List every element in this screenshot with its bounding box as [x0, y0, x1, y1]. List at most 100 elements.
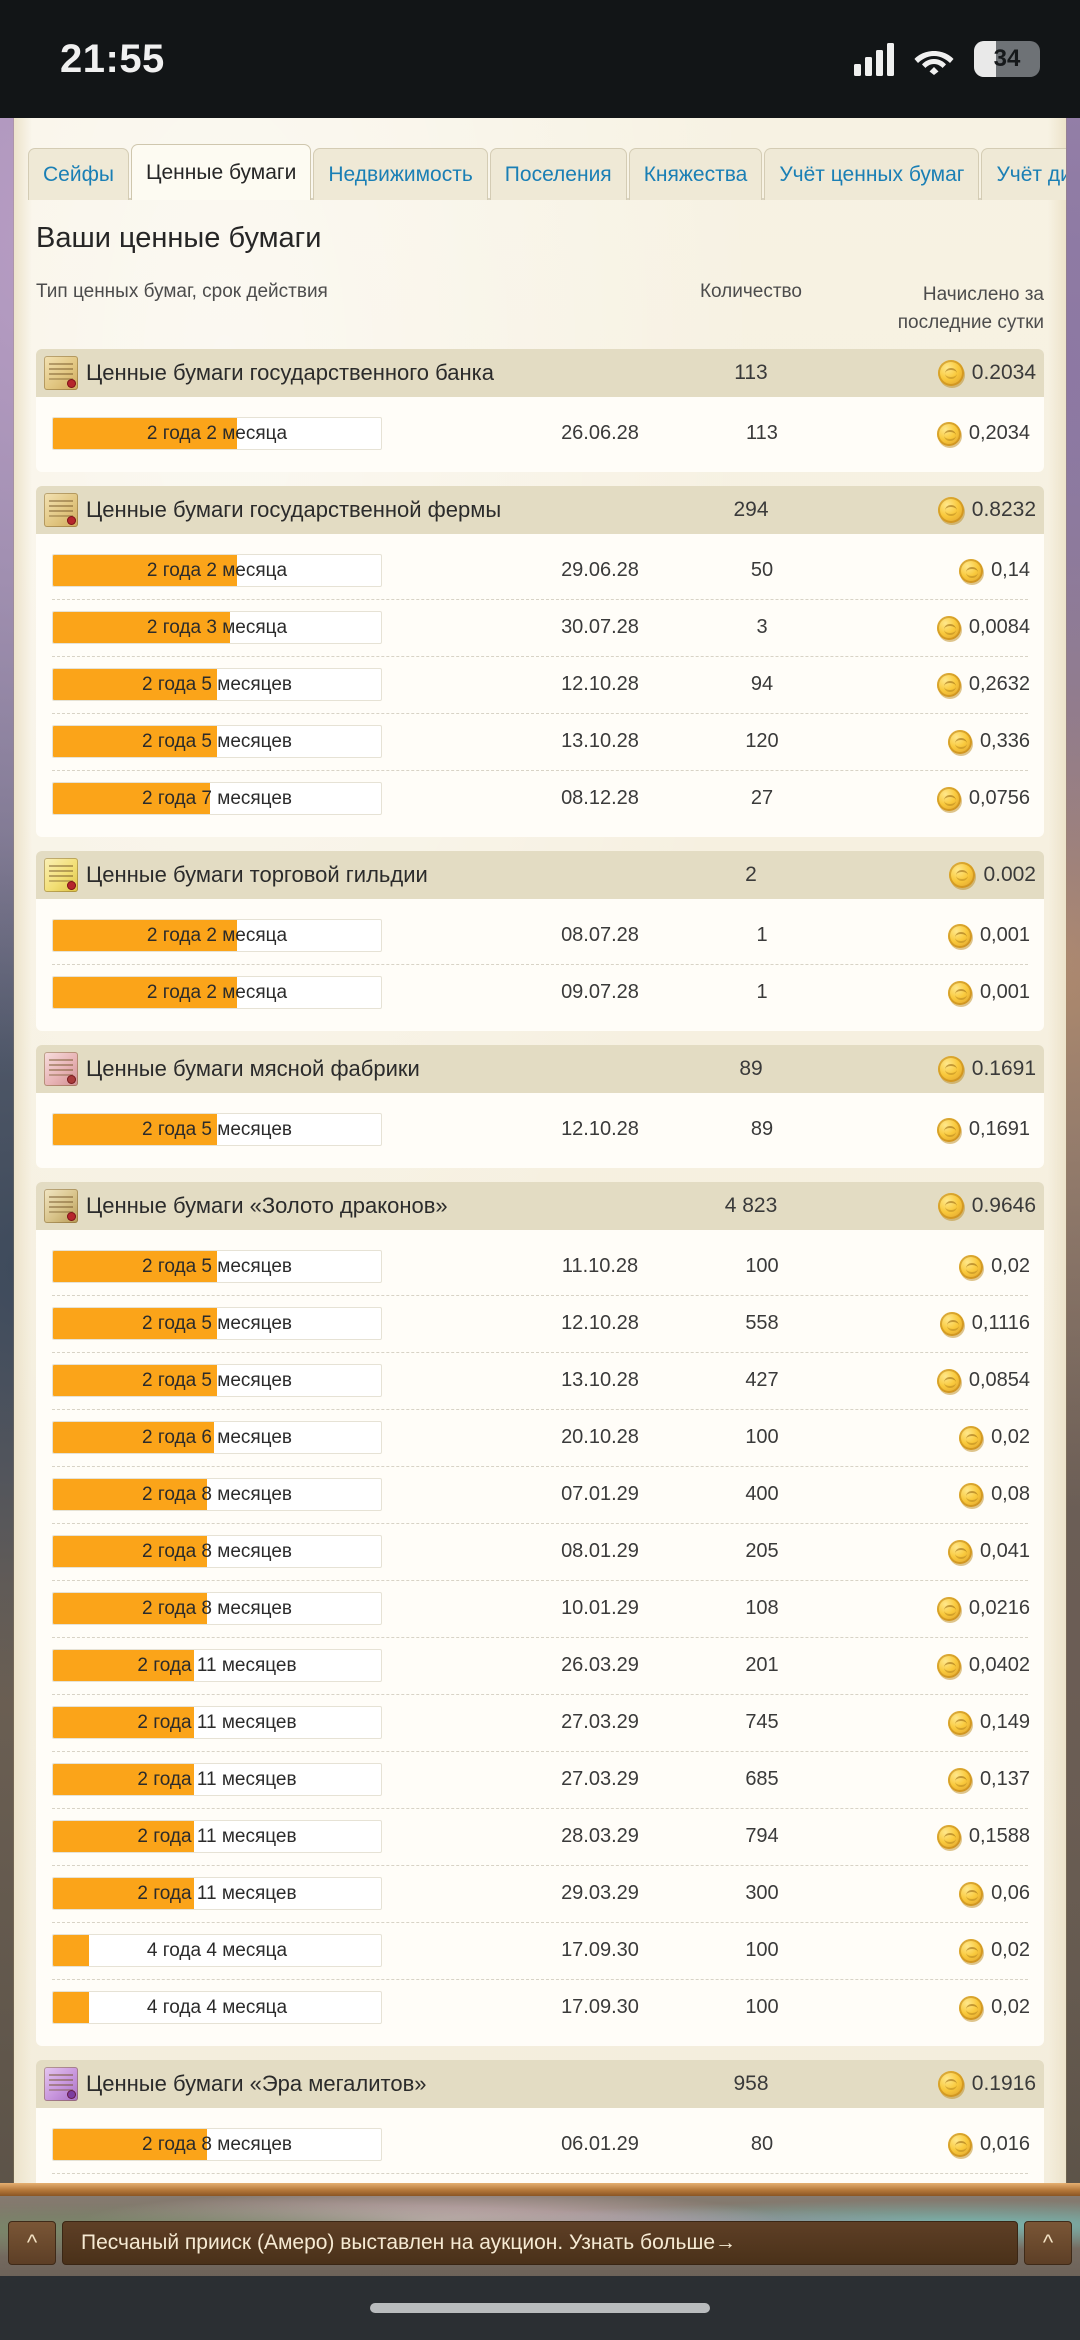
table-row[interactable]: 2 года 2 месяца 09.07.28 1 0,001 — [36, 964, 1044, 1021]
row-quantity: 50 — [750, 559, 774, 581]
term-progress-fill — [53, 920, 237, 951]
group-title: Ценные бумаги мясной фабрики — [86, 1056, 420, 1081]
row-date: 29.03.29 — [561, 1882, 639, 1904]
row-accrued-value: 0,149 — [979, 1711, 1030, 1733]
row-date: 29.06.28 — [561, 559, 639, 581]
table-row[interactable]: 2 года 5 месяцев 12.10.28 558 0,1116 — [36, 1295, 1044, 1352]
table-row[interactable]: 2 года 8 месяцев 10.01.29 108 0,0216 — [36, 1580, 1044, 1637]
table-row[interactable]: 2 года 5 месяцев 12.10.28 94 0,2632 — [36, 656, 1044, 713]
row-accrued-value: 0,001 — [979, 981, 1030, 1003]
table-row[interactable]: 2 года 8 месяцев 08.01.29 205 0,041 — [36, 1523, 1044, 1580]
term-progress-fill — [53, 1479, 208, 1510]
ticker-collapse-right-button[interactable]: ^ — [1024, 2221, 1072, 2265]
row-quantity: 558 — [745, 1312, 779, 1334]
coin-icon — [937, 497, 964, 523]
term-label: 2 года 8 месяцев — [141, 1597, 293, 1619]
term-label: 2 года 8 месяцев — [141, 1540, 293, 1562]
term-label: 2 года 8 месяцев — [141, 2133, 293, 2155]
group-header[interactable]: Ценные бумаги «Эра мегалитов» 958 0.1916 — [36, 2060, 1044, 2108]
table-row[interactable]: 2 года 5 месяцев 13.10.28 120 0,336 — [36, 713, 1044, 770]
page-content: Сейфы Ценные бумаги Недвижимость Поселения К… — [14, 118, 1066, 2183]
row-accrued: 0,1588 — [936, 1824, 1030, 1849]
coin-icon — [937, 2071, 964, 2097]
group-header[interactable]: Ценные бумаги торговой гильдии 2 0.002 — [36, 851, 1044, 899]
tab-4[interactable]: Поселения — [489, 148, 627, 200]
coin-icon — [947, 1767, 972, 1792]
scroll-bank-icon — [44, 356, 78, 390]
row-accrued: 0,02 — [959, 1254, 1030, 1279]
table-row[interactable]: 2 года 2 месяца 29.06.28 50 0,14 — [36, 542, 1044, 599]
ticker-message[interactable]: Песчаный прииск (Амеро) выставлен на аук… — [62, 2221, 1018, 2265]
table-row[interactable]: 4 года 4 месяца 17.09.30 100 0,02 — [36, 1922, 1044, 1979]
table-row[interactable]: 2 года 2 месяца 08.07.28 1 0,001 — [36, 907, 1044, 964]
table-row[interactable]: 2 года 11 месяцев 27.03.29 745 0,149 — [36, 1694, 1044, 1751]
term-progress-fill — [53, 1365, 217, 1396]
table-row[interactable]: 2 года 11 месяцев 27.03.29 685 0,137 — [36, 1751, 1044, 1808]
term-progress-bar: 2 года 5 месяцев — [52, 1250, 382, 1283]
row-accrued-value: 0,02 — [991, 1426, 1030, 1448]
coin-icon — [936, 1368, 961, 1393]
group-accrued-value: 0.2034 — [971, 361, 1036, 384]
table-row[interactable]: 2 года 8 месяцев 06.01.29 80 0,016 — [36, 2116, 1044, 2173]
group-header[interactable]: Ценные бумаги «Золото драконов» 4 823 0.96… — [36, 1182, 1044, 1230]
table-row[interactable]: 2 года 3 месяца 30.07.28 3 0,0084 — [36, 599, 1044, 656]
row-date: 11.10.28 — [561, 1255, 639, 1277]
group-header[interactable]: Ценные бумаги мясной фабрики 89 0.1691 — [36, 1045, 1044, 1093]
row-accrued: 0,016 — [947, 2132, 1030, 2157]
securities-group: Ценные бумаги «Золото драконов» 4 823 0.96… — [36, 1182, 1044, 2046]
scroll-meat-icon — [44, 1052, 78, 1086]
term-label: 4 года 4 месяца — [146, 1939, 288, 1961]
tab-3[interactable]: Недвижимость — [313, 148, 488, 200]
term-progress-bar: 2 года 5 месяцев — [52, 725, 382, 758]
row-accrued: 0,001 — [947, 980, 1030, 1005]
row-accrued-value: 0,1588 — [968, 1825, 1030, 1847]
row-date: 10.01.29 — [561, 1597, 639, 1619]
table-row[interactable]: 4 года 4 месяца 17.09.30 100 0,02 — [36, 1979, 1044, 2036]
table-row[interactable]: 2 года 8 месяцев 07.01.29 400 0,08 — [36, 1466, 1044, 1523]
table-row[interactable]: 2 года 5 месяцев 11.10.28 100 0,02 — [36, 1238, 1044, 1295]
row-accrued-value: 0,2034 — [968, 422, 1030, 444]
group-header[interactable]: Ценные бумаги государственной фермы 294 0.… — [36, 486, 1044, 534]
table-row[interactable]: 2 года 11 месяцев 28.03.29 794 0,1588 — [36, 1808, 1044, 1865]
table-row[interactable]: 2 года 2 месяца 26.06.28 113 0,2034 — [36, 405, 1044, 462]
row-quantity: 1 — [756, 924, 768, 946]
term-progress-bar: 2 года 5 месяцев — [52, 1307, 382, 1340]
row-date: 30.07.28 — [561, 616, 639, 638]
group-accrued-value: 0.9646 — [971, 1194, 1036, 1217]
row-accrued-value: 0,02 — [991, 1996, 1030, 2018]
term-progress-fill — [53, 1935, 90, 1966]
securities-group: Ценные бумаги государственного банка 113 0… — [36, 349, 1044, 472]
tab-7[interactable]: Учёт дивидендов — [981, 148, 1066, 200]
tab-1[interactable]: Сейфы — [28, 148, 129, 200]
securities-group: Ценные бумаги «Эра мегалитов» 958 0.1916 2 … — [36, 2060, 1044, 2183]
table-row[interactable]: 2 года 6 месяцев 20.10.28 100 0,02 — [36, 1409, 1044, 1466]
row-date: 28.03.29 — [561, 1825, 639, 1847]
ticker-collapse-left-button[interactable]: ^ — [8, 2221, 56, 2265]
table-row[interactable]: 2 года 11 месяцев 26.03.29 201 0,0402 — [36, 1637, 1044, 1694]
table-row[interactable]: 2 года 5 месяцев 13.10.28 427 0,0854 — [36, 1352, 1044, 1409]
coin-icon — [959, 1938, 984, 1963]
tab-6[interactable]: Учёт ценных бумаг — [764, 148, 980, 200]
row-accrued-value: 0,001 — [979, 924, 1030, 946]
tab-2[interactable]: Ценные бумаги — [130, 144, 312, 200]
row-date: 27.03.29 — [561, 1768, 639, 1790]
term-label: 2 года 2 месяца — [146, 559, 288, 581]
row-accrued-value: 0,0084 — [968, 616, 1030, 638]
term-progress-fill — [53, 1707, 195, 1738]
table-row[interactable]: 2 года 5 месяцев 12.10.28 89 0,1691 — [36, 1101, 1044, 1158]
gesture-handle[interactable] — [370, 2303, 710, 2313]
row-accrued-value: 0,08 — [991, 1483, 1030, 1505]
tab-bar: Сейфы Ценные бумаги Недвижимость Поселения К… — [14, 134, 1066, 200]
table-row[interactable]: 2 года 11 месяцев 29.03.29 300 0,06 — [36, 1865, 1044, 1922]
tab-5[interactable]: Княжества — [628, 148, 763, 200]
term-progress-bar: 2 года 11 месяцев — [52, 1820, 382, 1853]
coin-icon — [947, 980, 972, 1005]
row-accrued-value: 0,0756 — [968, 787, 1030, 809]
row-date: 08.07.28 — [561, 924, 639, 946]
group-header[interactable]: Ценные бумаги государственного банка 113 0… — [36, 349, 1044, 397]
coin-icon — [947, 729, 972, 754]
table-row[interactable]: 2 года 7 месяцев 08.12.28 27 0,0756 — [36, 770, 1044, 827]
row-accrued: 0,041 — [947, 1539, 1030, 1564]
android-navigation-bar — [0, 2276, 1080, 2340]
